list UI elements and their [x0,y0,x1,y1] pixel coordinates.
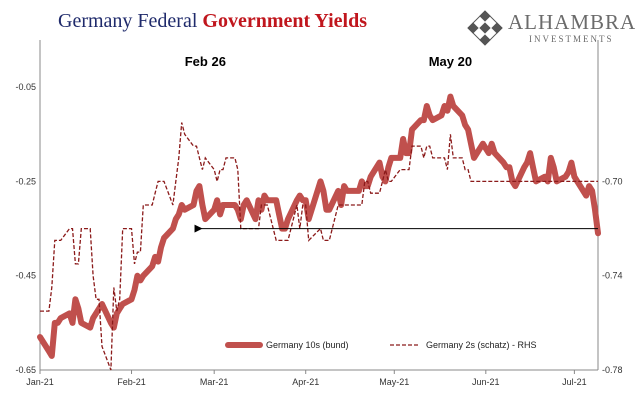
x-tick-label: Jan-21 [26,377,54,387]
title-part-2: Government Yields [202,10,367,32]
annotation-label: May 20 [429,54,472,69]
y-left-tick-label: -0.05 [15,82,36,92]
title-part-1: Germany Federal [58,10,203,32]
diamond-logo-icon [467,10,503,46]
chart-title: Germany Federal Government Yields [58,10,367,33]
logo-name: ALHAMBRA [508,10,637,34]
x-tick-label: Apr-21 [292,377,319,387]
legend-label-schatz: Germany 2s (schatz) - RHS [426,340,537,350]
x-tick-label: May-21 [379,377,409,387]
y-right-tick-label: -0.70 [602,176,623,186]
x-tick-label: Feb-21 [117,377,146,387]
annotation-label: Feb 26 [185,54,226,69]
x-tick-label: Jun-21 [472,377,500,387]
alhambra-logo: ALHAMBRA INVESTMENTS [466,8,636,48]
y-right-tick-label: -0.78 [602,365,623,375]
x-tick-label: Mar-21 [200,377,229,387]
legend-label-bund: Germany 10s (bund) [266,340,349,350]
y-left-tick-label: -0.45 [15,271,36,281]
y-right-tick-label: -0.74 [602,271,623,281]
logo-subtitle: INVESTMENTS [529,34,614,44]
y-left-tick-label: -0.65 [15,365,36,375]
series-line-schatz [40,122,598,371]
x-tick-label: Jul-21 [562,377,587,387]
series-line-bund [37,93,601,359]
y-left-tick-label: -0.25 [15,176,36,186]
